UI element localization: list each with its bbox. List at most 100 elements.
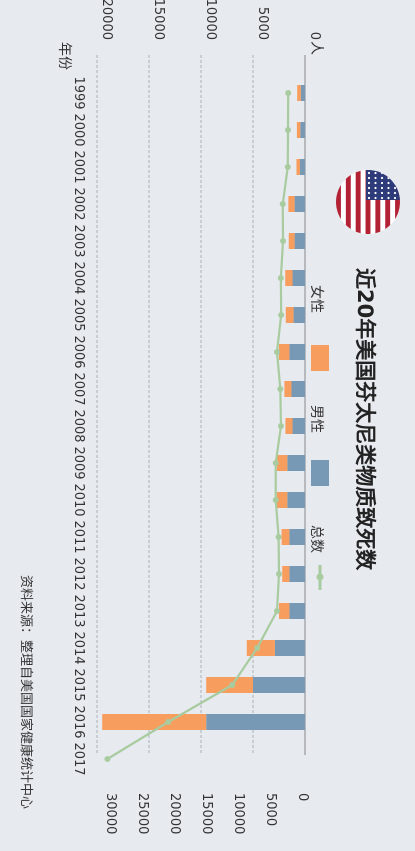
bar-female [296,122,301,138]
line-point-total [272,497,279,503]
bar-male [300,122,305,138]
line-y-tick-label: 10000 [231,793,246,834]
us-flag-icon [336,170,400,234]
line-point-total [229,682,236,688]
bar-male [287,492,305,508]
line-point-total [278,312,285,318]
flag-stripe [375,170,381,234]
bar-female [276,492,288,508]
flag-star [380,176,384,180]
flag-stripe [395,170,400,234]
flag-stripe [385,170,391,234]
bar-female [279,344,290,360]
rotated-plot [96,55,306,762]
flag-stripe [336,170,341,234]
flag-star [387,186,390,190]
chart-title: 近20年美国芬太尼类物质致死数 [353,268,377,571]
bar-male [289,344,305,360]
flag-star [374,176,377,180]
x-tick-label: 2014 [71,631,86,664]
bar-male [294,233,305,249]
bar-male [292,270,305,286]
y-tick-label: 0 [307,32,322,40]
y-tick-label: 5000 [255,7,270,40]
bar-female [296,159,301,175]
x-tick-label: 2011 [71,520,86,553]
line-y-tick-label: 25000 [135,793,150,834]
line-y-tick-label: 5000 [263,793,278,826]
bar-female [288,233,295,249]
line-y-tick-label: 15000 [199,793,214,834]
line-point-total [275,534,282,540]
bar-male [289,529,305,545]
flag-star [393,191,397,195]
x-tick-label: 2000 [71,113,86,146]
line-point-total [272,460,279,466]
line-point-total [284,164,291,170]
bar-female [281,529,290,545]
bar-female [288,196,295,212]
flag-star [367,171,371,175]
flag-stripe [365,170,371,234]
bar-female [297,85,301,101]
bar-layer [102,85,305,730]
flag-star [393,196,397,200]
line-point-total [104,756,111,762]
flag-star [367,181,371,185]
flag-star [387,176,390,180]
flag-star [387,171,390,175]
flag-star [393,181,397,185]
line-point-total [254,645,261,651]
x-tick-label: 2017 [71,742,86,775]
bar-male [289,566,305,582]
flag-star [367,186,371,190]
line-point-total [277,386,284,392]
x-tick-label: 2001 [71,150,86,183]
flag-star [374,196,377,200]
y-tick-label: 20000 [99,0,114,40]
flag-star [393,171,397,175]
flag-star [380,171,384,175]
x-tick-label: 2008 [71,409,86,442]
bar-female [282,566,290,582]
bar-male [300,159,305,175]
x-tick-label: 2002 [71,187,86,220]
x-tick-label: 2013 [71,594,86,627]
x-axis-label: 年份 [56,42,72,70]
x-tick-label: 2004 [71,261,86,294]
x-tick-label: 2009 [71,446,86,479]
bar-female [285,270,293,286]
bar-male [291,381,305,397]
line-point-total [279,201,286,207]
bar-male [300,85,305,101]
x-tick-label: 2012 [71,557,86,590]
x-tick-label: 2016 [71,705,86,738]
legend-label-female: 女性 [308,285,325,313]
flag-star [367,176,371,180]
legend: 女性 男性 总数 [308,285,329,590]
bar-male [206,714,305,730]
line-y-tick-label: 20000 [167,793,182,834]
line-point-total [165,719,172,725]
flag-star [367,191,371,195]
bar-male [293,307,305,323]
y-tick-label: 10000 [203,0,218,40]
flag-star [374,171,377,175]
line-point-total [275,571,282,577]
flag-stripe [355,170,361,234]
flag-star [393,176,397,180]
line-y-tick-label: 30000 [103,793,118,834]
bar-male [287,455,305,471]
line-point-total [277,423,284,429]
flag-star [387,181,390,185]
y-unit-label: 人 [308,41,324,55]
legend-swatch-male [311,460,329,486]
flag-star [380,191,384,195]
flag-star [387,191,390,195]
flag-star [380,181,384,185]
series-line-total [106,92,290,760]
flag-stripe [345,170,351,234]
line-point-total [277,275,284,281]
flag-star [393,186,397,190]
y-tick-label: 15000 [151,0,166,40]
